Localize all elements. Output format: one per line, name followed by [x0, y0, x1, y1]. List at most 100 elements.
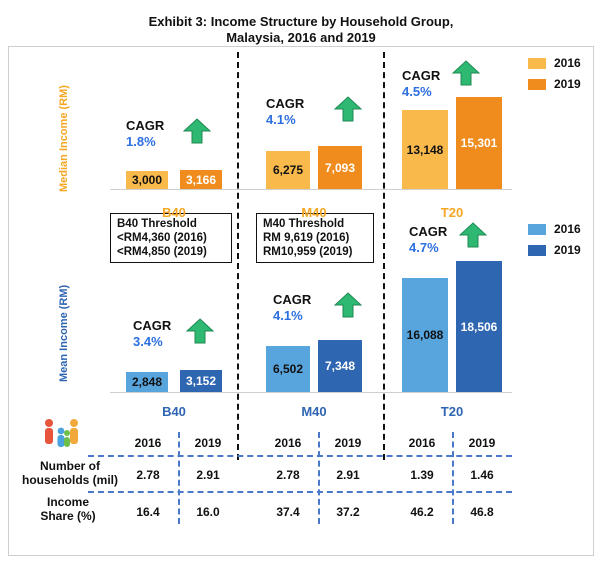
mean-cagr-t20: CAGR 4.7% [409, 224, 447, 256]
median-cagr-b40: CAGR 1.8% [126, 118, 164, 150]
mean-income-axis-label: Mean Income (RM) [58, 284, 70, 382]
up-arrow-icon [183, 118, 211, 144]
table-cell-year: 2016 [274, 436, 302, 450]
cagr-label: CAGR [126, 118, 165, 133]
table-cell-year: 2016 [408, 436, 436, 450]
legend-swatch-2019 [528, 78, 546, 90]
cagr-label: CAGR [133, 318, 172, 333]
table-column-separator [452, 432, 454, 524]
median-bar-m40-2016: 6,275 [266, 151, 310, 189]
legend-median-2019: 2019 [528, 77, 581, 91]
table-cell-year: 2019 [334, 436, 362, 450]
table-line-2 [88, 491, 512, 493]
share-label-line2: Share (%) [40, 509, 96, 523]
cagr-label: CAGR [273, 292, 312, 307]
up-arrow-icon [452, 60, 480, 86]
median-bar-b40-2016: 3,000 [126, 171, 168, 189]
median-category-b40: B40 [162, 205, 186, 220]
cagr-value: 4.1% [273, 308, 303, 323]
median-value-label: 13,148 [406, 142, 444, 157]
income-share-row-label: Income Share (%) [28, 495, 108, 523]
median-cagr-m40: CAGR 4.1% [266, 96, 304, 128]
share-label-line1: Income [46, 495, 89, 509]
table-cell-share: 46.8 [470, 505, 494, 519]
cagr-label: CAGR [409, 224, 448, 239]
legend-label-2016: 2016 [554, 222, 581, 236]
mean-bar-m40-2019: 7,348 [318, 340, 362, 392]
mean-value-label: 18,506 [460, 319, 498, 334]
households-label-line1: Number of [40, 459, 100, 473]
table-cell-share: 37.4 [276, 505, 300, 519]
up-arrow-icon [186, 318, 214, 344]
median-value-label: 3,166 [185, 172, 217, 187]
households-label-line2: households (mil) [22, 473, 118, 487]
divider-m40-t20 [383, 52, 385, 460]
table-cell-year: 2019 [194, 436, 222, 450]
cagr-label: CAGR [266, 96, 305, 111]
table-cell-share: 46.2 [410, 505, 434, 519]
table-cell-share: 16.4 [136, 505, 160, 519]
chart-title-line1: Exhibit 3: Income Structure by Household… [148, 14, 454, 29]
m40-threshold-box: M40 Threshold RM 9,619 (2016) RM10,959 (… [256, 213, 374, 263]
b40-threshold-title: B40 Threshold [117, 218, 197, 230]
mean-category-b40: B40 [162, 404, 186, 419]
divider-b40-m40 [237, 52, 239, 460]
legend-label-2019: 2019 [554, 77, 581, 91]
mean-bar-t20-2016: 16,088 [402, 278, 448, 392]
b40-threshold-2016: <RM4,360 (2016) [117, 232, 207, 244]
legend-swatch-2016 [528, 57, 546, 69]
up-arrow-icon [459, 222, 487, 248]
chart-frame [8, 46, 594, 556]
b40-threshold-2019: <RM4,850 (2019) [117, 246, 207, 258]
legend-median-2016: 2016 [528, 56, 581, 70]
median-bar-t20-2019: 15,301 [456, 97, 502, 189]
mean-value-label: 16,088 [406, 328, 444, 342]
table-cell-households: 1.46 [470, 468, 494, 482]
cagr-value: 3.4% [133, 334, 163, 349]
table-cell-households: 1.39 [410, 468, 434, 482]
legend-label-2016: 2016 [554, 56, 581, 70]
table-cell-year: 2016 [134, 436, 162, 450]
cagr-value: 1.8% [126, 134, 156, 149]
legend-mean-2019: 2019 [528, 243, 581, 257]
cagr-value: 4.7% [409, 240, 439, 255]
mean-cagr-b40: CAGR 3.4% [133, 318, 171, 350]
median-category-m40: M40 [301, 205, 327, 220]
family-icon [40, 416, 84, 454]
m40-threshold-2016: RM 9,619 (2016) [263, 232, 350, 244]
households-row-label: Number of households (mil) [20, 459, 120, 487]
up-arrow-icon [334, 96, 362, 122]
mean-value-label: 2,848 [131, 375, 163, 389]
table-cell-year: 2019 [468, 436, 496, 450]
table-cell-share: 37.2 [336, 505, 360, 519]
table-line-1 [88, 455, 512, 457]
table-cell-households: 2.91 [196, 468, 220, 482]
table-cell-share: 16.0 [196, 505, 220, 519]
cagr-value: 4.5% [402, 84, 432, 99]
median-value-label: 7,093 [324, 160, 356, 175]
median-value-label: 6,275 [272, 163, 304, 177]
legend-swatch-2019 [528, 244, 546, 256]
mean-baseline [110, 392, 512, 393]
median-baseline [110, 189, 512, 190]
legend-mean-2016: 2016 [528, 222, 581, 236]
median-bar-m40-2019: 7,093 [318, 146, 362, 189]
table-column-separator [178, 432, 180, 524]
legend-label-2019: 2019 [554, 243, 581, 257]
median-income-axis-label: Median Income (RM) [58, 85, 70, 192]
up-arrow-icon [334, 292, 362, 318]
mean-category-t20: T20 [440, 404, 464, 419]
cagr-value: 4.1% [266, 112, 296, 127]
table-column-separator [318, 432, 320, 524]
mean-value-label: 6,502 [272, 362, 304, 376]
mean-bar-b40-2019: 3,152 [180, 370, 222, 392]
m40-threshold-2019: RM10,959 (2019) [263, 246, 353, 258]
m40-threshold-title: M40 Threshold [263, 218, 345, 230]
mean-cagr-m40: CAGR 4.1% [273, 292, 311, 324]
median-value-label: 3,000 [131, 173, 163, 187]
table-cell-households: 2.78 [276, 468, 300, 482]
b40-threshold-box: B40 Threshold <RM4,360 (2016) <RM4,850 (… [110, 213, 232, 263]
mean-value-label: 7,348 [324, 359, 356, 373]
table-cell-households: 2.91 [336, 468, 360, 482]
mean-bar-b40-2016: 2,848 [126, 372, 168, 392]
